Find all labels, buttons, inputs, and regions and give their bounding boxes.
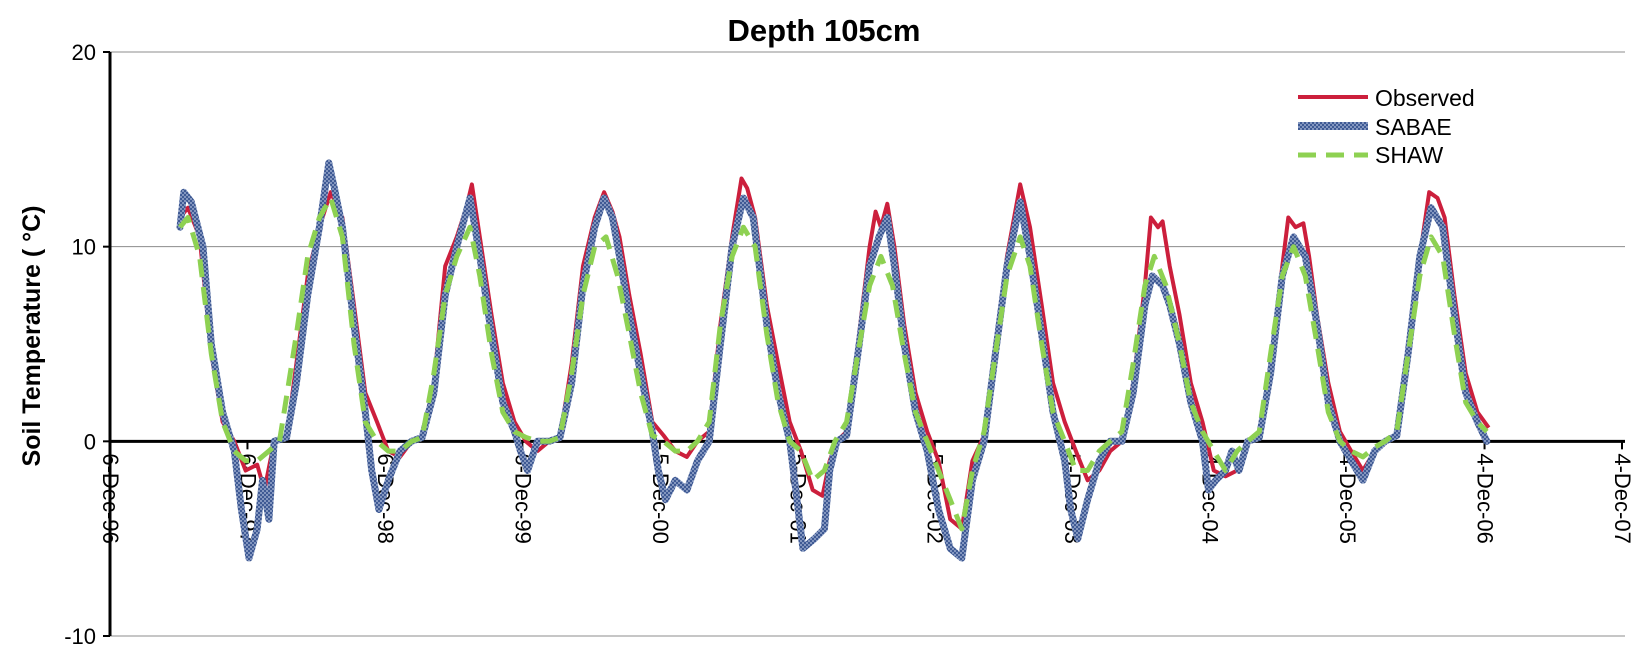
y-tick-label-0: 20 <box>72 40 96 65</box>
x-tick-label-11: 4-Dec-07 <box>1610 453 1634 543</box>
chart-title: Depth 105cm <box>728 13 921 48</box>
x-tick-label-0: 6-Dec-96 <box>98 453 123 543</box>
series-sabae <box>176 159 1491 562</box>
series-shaw <box>178 195 1489 532</box>
x-tick-label-10: 4-Dec-06 <box>1473 453 1498 543</box>
x-tick-labels: 6-Dec-96 6-Dec-97 6-Dec-98 6-Dec-99 5-Dec-00… <box>98 441 1634 544</box>
legend-label-observed: Observed <box>1375 85 1475 111</box>
y-tick-label-3: -10 <box>64 624 96 646</box>
legend: Observed SABAE SHAW <box>1298 85 1475 168</box>
axes <box>108 52 1625 636</box>
gridlines <box>103 51 1625 637</box>
y-tick-label-2: 0 <box>84 429 96 454</box>
y-axis-label: Soil Temperature ( °C) <box>18 206 46 467</box>
series-lines <box>176 159 1491 562</box>
x-tick-label-8: 4-Dec-04 <box>1198 453 1223 543</box>
y-tick-label-1: 10 <box>72 235 96 260</box>
y-tick-labels: 20 10 0 -10 <box>64 40 96 646</box>
legend-label-shaw: SHAW <box>1375 142 1443 168</box>
legend-label-sabae: SABAE <box>1375 114 1452 140</box>
